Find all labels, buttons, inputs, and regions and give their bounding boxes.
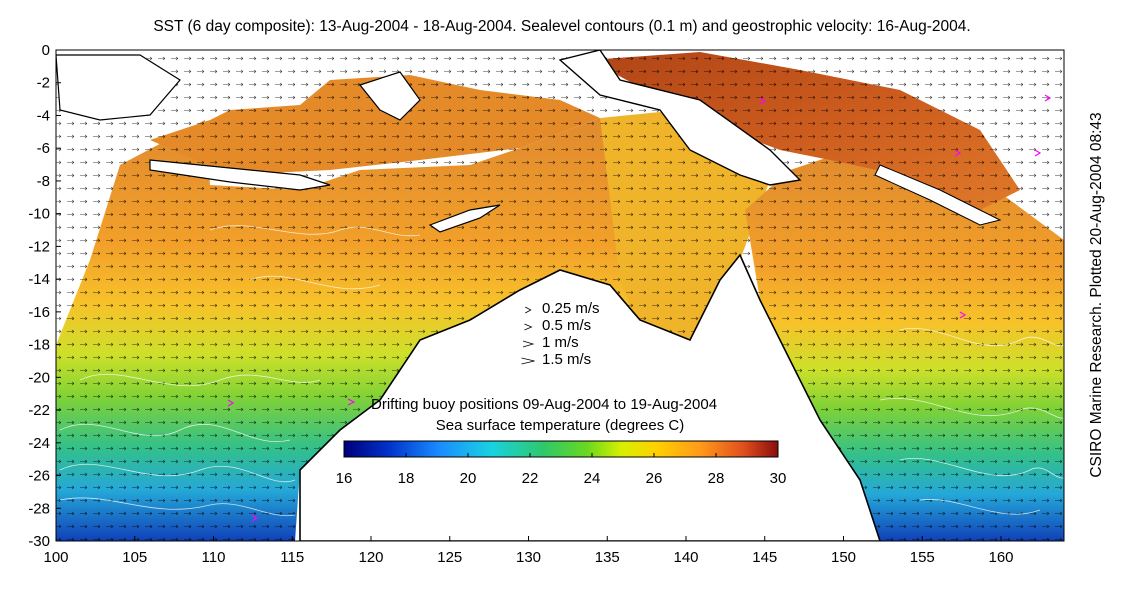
y-tick-label: -18 [28, 337, 50, 354]
y-tick-label: -2 [37, 75, 50, 92]
x-tick-label: 145 [752, 549, 777, 566]
x-tick-label: 115 [280, 549, 304, 566]
colorbar-tick-label: 18 [398, 470, 415, 487]
y-tick-label: -28 [28, 500, 50, 517]
velocity-legend-label: 0.25 m/s [542, 300, 600, 317]
colorbar-tick-label: 26 [646, 470, 663, 487]
colorbar-tick-label: 20 [460, 470, 477, 487]
y-tick-label: -26 [28, 468, 50, 485]
x-tick-label: 160 [988, 549, 1013, 566]
y-tick-label: -6 [37, 140, 50, 157]
x-tick-label: 130 [516, 549, 541, 566]
y-tick-label: 0 [42, 42, 50, 59]
australia-land [299, 253, 881, 541]
plot-frame [55, 49, 1065, 542]
velocity-legend-arrow [525, 306, 532, 314]
colorbar-ticks: 16 18 20 22 24 26 28 30 [336, 453, 787, 487]
velocity-legend-arrow [522, 340, 535, 348]
buoy-legend-label: Drifting buoy positions 09-Aug-2004 to 1… [371, 396, 717, 413]
y-tick-label: -12 [28, 238, 50, 255]
y-tick-label: -24 [28, 435, 50, 452]
x-tick-label: 100 [43, 549, 68, 566]
map-plot-area [56, 50, 1064, 541]
colorbar-gradient [343, 440, 779, 458]
y-tick-label: -8 [37, 173, 50, 190]
colorbar-tick-label: 30 [770, 470, 787, 487]
sulawesi-land [358, 71, 421, 121]
velocity-legend-label: 0.5 m/s [542, 317, 591, 334]
sealevel-contours [59, 225, 1064, 517]
y-tick-label: -20 [28, 369, 50, 386]
colorbar-tick-label: 22 [522, 470, 539, 487]
velocity-legend: 0.25 m/s0.5 m/s1 m/s1.5 m/s [521, 300, 600, 368]
buoy-legend: Drifting buoy positions 09-Aug-2004 to 1… [347, 396, 717, 413]
colorbar-title: Sea surface temperature (degrees C) [436, 417, 684, 434]
buoy-legend-marker [347, 398, 356, 406]
y-tick-label: -14 [28, 271, 50, 288]
colorbar: Sea surface temperature (degrees C) 16 18… [336, 417, 787, 487]
y-tick-label: -16 [28, 304, 50, 321]
new-guinea-land [558, 50, 802, 186]
borneo-land [56, 54, 181, 121]
x-tick-label: 120 [358, 549, 383, 566]
y-tick-label: -10 [28, 206, 50, 223]
y-tick-label: -4 [37, 107, 50, 124]
buoy-markers [227, 94, 1052, 522]
y-tick-label: -22 [28, 402, 50, 419]
y-tick-label: -30 [28, 533, 50, 550]
timor-land [428, 204, 501, 233]
x-tick-label: 105 [122, 549, 147, 566]
colorbar-tick-label: 24 [584, 470, 601, 487]
x-tick-label: 125 [437, 549, 462, 566]
solomon-land [874, 164, 1002, 226]
velocity-legend-arrow [524, 323, 533, 331]
x-tick-label: 110 [202, 549, 226, 566]
colorbar-tick-label: 16 [336, 470, 353, 487]
velocity-legend-arrow [521, 357, 535, 365]
x-tick-label: 140 [673, 549, 698, 566]
x-tick-label: 150 [831, 549, 856, 566]
x-tick-label: 135 [595, 549, 620, 566]
y-axis: 0 -2 -4 -6 -8 -10 -12 -14 -16 -18 -20 -22 -24 -26 -28 -… [28, 42, 61, 550]
x-tick-label: 155 [910, 549, 935, 566]
java-land [149, 159, 331, 191]
velocity-legend-label: 1 m/s [542, 334, 579, 351]
map-title: SST (6 day composite): 13-Aug-2004 - 18-… [153, 18, 971, 35]
velocity-legend-label: 1.5 m/s [542, 351, 591, 368]
x-axis: 100 105 110 115 120 125 130 135 140 145 150 155 160 [43, 536, 1014, 566]
colorbar-tick-label: 28 [708, 470, 725, 487]
